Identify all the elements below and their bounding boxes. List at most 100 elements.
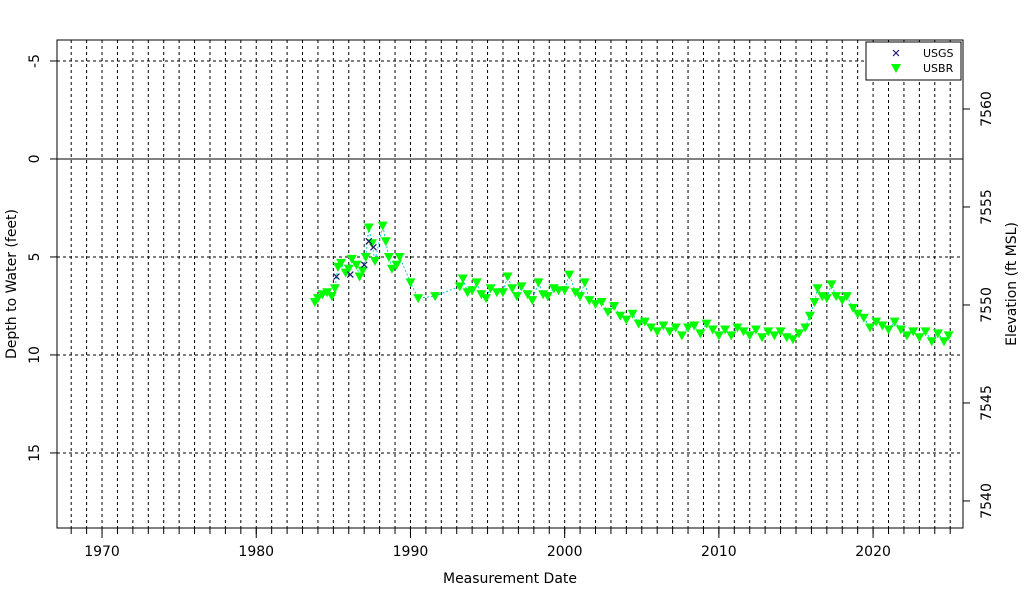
point	[858, 313, 869, 323]
point	[354, 272, 365, 282]
point	[757, 333, 768, 343]
y-tick-label: 0	[27, 155, 43, 164]
point	[895, 325, 906, 335]
point	[800, 323, 811, 333]
point	[360, 252, 371, 262]
x-tick-label: 1990	[393, 544, 429, 560]
point	[794, 329, 805, 339]
point	[627, 309, 638, 319]
x-tick-label: 2000	[547, 544, 583, 560]
y-tick-label: -5	[27, 54, 43, 68]
point	[652, 327, 663, 337]
point	[658, 321, 669, 331]
point	[542, 292, 553, 302]
legend: USGS USBR	[865, 41, 962, 81]
y2-tick-label: 7555	[979, 189, 995, 225]
point	[391, 260, 402, 270]
point	[559, 286, 570, 296]
point	[701, 319, 712, 329]
point	[430, 292, 441, 302]
point	[726, 331, 737, 341]
x-tick-label: 2020	[855, 544, 891, 560]
point	[343, 264, 354, 274]
point	[369, 256, 380, 266]
point	[902, 331, 913, 341]
point	[357, 266, 368, 276]
point	[664, 327, 675, 337]
y2-tick-label: 7560	[979, 91, 995, 127]
point	[826, 280, 837, 290]
point	[914, 333, 925, 343]
point	[351, 260, 362, 270]
point	[497, 288, 508, 298]
point	[615, 311, 626, 321]
point	[377, 221, 388, 231]
point	[769, 331, 780, 341]
point	[871, 317, 882, 327]
x-axis-label: Measurement Date	[443, 571, 577, 587]
plot-frame	[56, 39, 964, 529]
legend-box	[865, 41, 962, 81]
legend-marker	[892, 49, 900, 57]
point	[363, 223, 374, 233]
point	[312, 294, 323, 304]
point	[467, 286, 478, 296]
point	[584, 296, 595, 306]
point	[707, 325, 718, 335]
point	[775, 327, 786, 337]
point	[738, 327, 749, 337]
point	[848, 303, 859, 313]
y-tick-label: 5	[27, 252, 43, 261]
point	[812, 284, 823, 294]
point	[804, 311, 815, 321]
point	[336, 258, 347, 268]
point	[831, 292, 842, 302]
point	[380, 237, 391, 247]
y-tick-label: 15	[27, 444, 43, 462]
point	[720, 325, 731, 335]
point	[602, 307, 613, 317]
point	[590, 299, 601, 309]
point	[676, 331, 687, 341]
point	[333, 273, 340, 280]
point	[405, 278, 416, 288]
point	[689, 321, 700, 331]
point	[670, 323, 681, 333]
point	[713, 331, 724, 341]
x-tick-label: 2010	[701, 544, 737, 560]
point	[516, 282, 527, 292]
x-tick-label: 1970	[84, 544, 120, 560]
point	[471, 278, 482, 288]
point	[346, 271, 354, 279]
point	[821, 294, 832, 304]
y2-tick-label: 7550	[979, 287, 995, 323]
point	[481, 294, 492, 304]
point	[329, 284, 340, 294]
point	[346, 254, 357, 264]
point	[564, 270, 575, 280]
point	[683, 323, 694, 333]
point	[394, 252, 405, 262]
point	[633, 319, 644, 329]
point	[639, 317, 650, 327]
y2-tick-label: 7540	[979, 483, 995, 519]
point	[920, 327, 931, 337]
point	[502, 272, 513, 282]
point	[596, 298, 607, 308]
point	[609, 301, 620, 311]
point	[841, 292, 852, 302]
point	[511, 292, 522, 302]
point	[852, 309, 863, 319]
point	[621, 315, 632, 325]
point	[383, 252, 394, 262]
y2-tick-label: 7545	[979, 385, 995, 421]
legend-label: USGS	[923, 47, 954, 60]
point	[865, 323, 876, 333]
point	[454, 282, 465, 292]
point	[522, 290, 533, 300]
point	[732, 323, 743, 333]
point	[695, 329, 706, 339]
point	[908, 327, 919, 337]
point	[575, 292, 586, 302]
